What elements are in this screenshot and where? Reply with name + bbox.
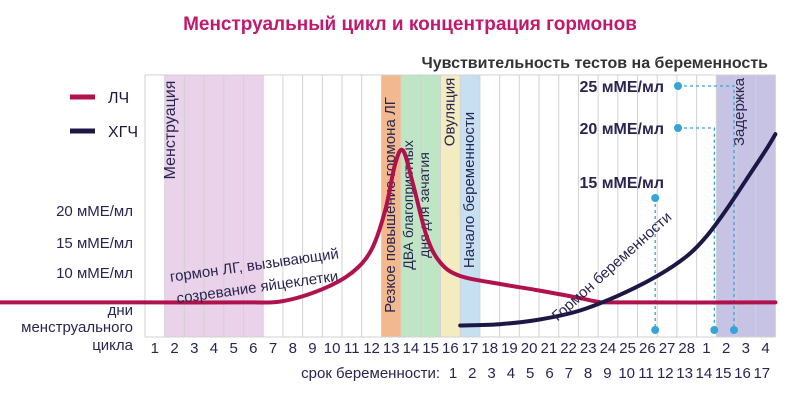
x-tick-day: 3 xyxy=(190,340,198,357)
sensitivity-dot xyxy=(710,326,719,334)
x-axis-label-cycle: цикла xyxy=(92,337,133,354)
x-tick-week: 7 xyxy=(565,365,573,382)
x-tick-day: 4 xyxy=(210,340,218,357)
sensitivity-leader xyxy=(678,85,735,330)
x-tick-week: 8 xyxy=(584,365,592,382)
x-tick-day: 8 xyxy=(289,340,297,357)
band-label-5: Задержка xyxy=(731,77,748,146)
x-tick-day: 17 xyxy=(462,340,479,357)
x-tick-day: 2 xyxy=(170,340,178,357)
band-label-0: Менструация xyxy=(162,81,179,180)
band-label-line: дня для зачатия xyxy=(416,152,432,258)
sensitivity-label: 20 мМЕ/мл xyxy=(579,121,664,138)
y-tick-label: 10 мМЕ/мл xyxy=(56,265,133,282)
x-tick-day: 24 xyxy=(600,340,617,357)
bands-layer xyxy=(164,75,776,337)
x-tick-day: 5 xyxy=(229,340,237,357)
x-tick-week: 3 xyxy=(487,365,495,382)
x-tick-day: 10 xyxy=(324,340,341,357)
sensitivity-dot xyxy=(730,326,738,334)
x-tick-week: 2 xyxy=(468,365,476,382)
sensitivity-leader xyxy=(678,127,715,330)
series-line-lh xyxy=(143,147,778,305)
x-tick-week: 5 xyxy=(526,365,534,382)
x-tick-day: 14 xyxy=(403,340,420,357)
x-axis-label-cycle: менструального xyxy=(21,319,133,336)
x-tick-week: 17 xyxy=(753,365,770,382)
sensitivity-dot xyxy=(651,326,660,334)
x-tick-day: 2 xyxy=(722,340,730,357)
band-label-1: Резкое повышение гормона ЛГ xyxy=(382,97,399,313)
x-tick-day: 15 xyxy=(422,340,439,357)
x-tick-day: 7 xyxy=(269,340,277,357)
x-tick-day: 3 xyxy=(742,340,750,357)
band-0 xyxy=(164,75,264,337)
legend-label-lh: ЛЧ xyxy=(108,90,129,107)
x-tick-day: 11 xyxy=(344,340,360,357)
chart-title: Менструальный цикл и концентрация гормон… xyxy=(183,14,637,35)
x-tick-day: 6 xyxy=(249,340,257,357)
sensitivity-label: 15 мМЕ/мл xyxy=(579,175,664,192)
x-tick-week: 6 xyxy=(545,365,553,382)
x-tick-week: 14 xyxy=(696,365,713,382)
x-tick-week: 10 xyxy=(618,365,635,382)
x-tick-day: 1 xyxy=(702,340,710,357)
series-layer xyxy=(143,132,778,328)
x-axis-label-pregnancy: срок беременности: xyxy=(301,365,440,382)
x-tick-day: 22 xyxy=(560,340,577,357)
x-tick-week: 13 xyxy=(676,365,693,382)
x-tick-day: 25 xyxy=(619,340,636,357)
legend: ЛЧ ХГЧ xyxy=(70,90,138,141)
x-axis-label-cycle: дни xyxy=(108,302,133,319)
chart-subtitle: Чувствительность тестов на беременность xyxy=(421,55,768,72)
series-line-hcg xyxy=(458,132,778,328)
x-tick-day: 13 xyxy=(383,340,400,357)
band-labels-layer: Менструация Резкое повышение гормона ЛГ ДВ… xyxy=(162,77,748,313)
band-3 xyxy=(440,75,461,337)
x-tick-day: 9 xyxy=(308,340,316,357)
grid-layer xyxy=(144,74,776,338)
x-tick-week: 12 xyxy=(657,365,674,382)
x-tick-week: 15 xyxy=(715,365,732,382)
x-tick-day: 12 xyxy=(363,340,380,357)
y-tick-label: 20 мМЕ/мл xyxy=(56,203,133,220)
x-tick-day: 4 xyxy=(761,340,769,357)
x-tick-week: 11 xyxy=(638,365,654,382)
band-label-4: Начало беременности xyxy=(461,112,478,268)
x-tick-day: 18 xyxy=(481,340,498,357)
x-tick-week: 4 xyxy=(507,365,515,382)
x-tick-day: 19 xyxy=(501,340,518,357)
band-1 xyxy=(381,75,402,337)
x-tick-day: 26 xyxy=(639,340,656,357)
sensitivity-label: 25 мМЕ/мл xyxy=(579,79,664,96)
x-tick-day: 1 xyxy=(151,340,159,357)
axis-layer: 10 мМЕ/мл 15 мМЕ/мл 20 мМЕ/мл днименструаль… xyxy=(21,203,770,382)
band-5 xyxy=(716,75,776,337)
x-tick-day: 21 xyxy=(541,340,558,357)
annotation-hcg: Гормон беременности xyxy=(549,209,675,325)
legend-label-hcg: ХГЧ xyxy=(108,124,138,141)
x-tick-day: 28 xyxy=(678,340,695,357)
x-tick-day: 27 xyxy=(659,340,676,357)
x-tick-day: 16 xyxy=(442,340,459,357)
y-tick-label: 15 мМЕ/мл xyxy=(56,235,133,252)
band-4 xyxy=(460,75,480,337)
band-label-3: Овуляция xyxy=(441,78,458,146)
x-tick-week: 16 xyxy=(734,365,751,382)
x-tick-day: 20 xyxy=(521,340,538,357)
x-tick-week: 1 xyxy=(449,365,457,382)
sensitivity-layer: 25 мМЕ/мл 20 мМЕ/мл 15 мМЕ/мл xyxy=(579,79,738,334)
x-tick-week: 9 xyxy=(603,365,611,382)
x-tick-day: 23 xyxy=(580,340,597,357)
